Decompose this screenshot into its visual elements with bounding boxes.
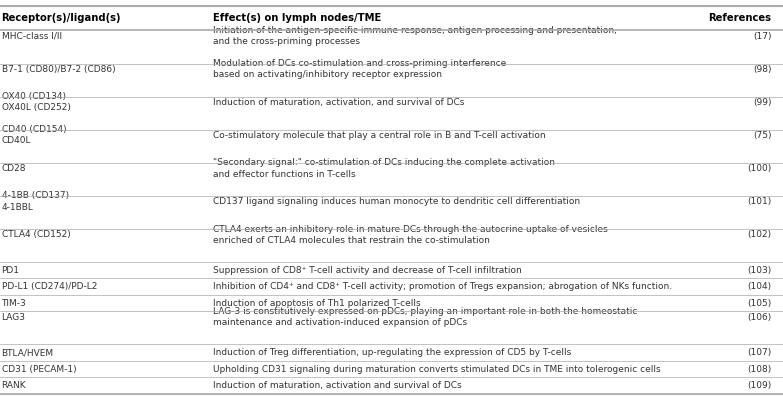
Text: Inhibition of CD4⁺ and CD8⁺ T-cell activity; promotion of Tregs expansion; abrog: Inhibition of CD4⁺ and CD8⁺ T-cell activ… bbox=[213, 282, 672, 291]
Text: B7-1 (CD80)/B7-2 (CD86): B7-1 (CD80)/B7-2 (CD86) bbox=[2, 65, 115, 74]
Text: BTLA/HVEM: BTLA/HVEM bbox=[2, 348, 54, 357]
Text: Suppression of CD8⁺ T-cell activity and decrease of T-cell infiltration: Suppression of CD8⁺ T-cell activity and … bbox=[213, 266, 521, 274]
Text: Induction of apoptosis of Th1 polarized T-cells: Induction of apoptosis of Th1 polarized … bbox=[213, 299, 420, 308]
Text: Receptor(s)/ligand(s): Receptor(s)/ligand(s) bbox=[2, 13, 121, 23]
Text: (102): (102) bbox=[747, 230, 771, 239]
Text: (98): (98) bbox=[752, 65, 771, 74]
Text: (104): (104) bbox=[747, 282, 771, 291]
Text: LAG3: LAG3 bbox=[2, 313, 26, 322]
Text: (103): (103) bbox=[747, 266, 771, 274]
Text: CD137 ligand signaling induces human monocyte to dendritic cell differentiation: CD137 ligand signaling induces human mon… bbox=[213, 197, 580, 206]
Text: (105): (105) bbox=[747, 299, 771, 308]
Text: Induction of Treg differentiation, up-regulating the expression of CD5 by T-cell: Induction of Treg differentiation, up-re… bbox=[213, 348, 572, 357]
Text: (109): (109) bbox=[747, 381, 771, 390]
Text: (75): (75) bbox=[752, 131, 771, 140]
Text: (100): (100) bbox=[747, 164, 771, 173]
Text: TIM-3: TIM-3 bbox=[2, 299, 27, 308]
Text: (106): (106) bbox=[747, 313, 771, 322]
Text: "Secondary signal:" co-stimulation of DCs inducing the complete activation
and e: "Secondary signal:" co-stimulation of DC… bbox=[213, 158, 555, 179]
Text: CD31 (PECAM-1): CD31 (PECAM-1) bbox=[2, 365, 76, 374]
Text: CTLA4 exerts an inhibitory role in mature DCs through the autocrine uptake of ve: CTLA4 exerts an inhibitory role in matur… bbox=[213, 225, 608, 245]
Text: OX40 (CD134)
OX40L (CD252): OX40 (CD134) OX40L (CD252) bbox=[2, 92, 70, 112]
Text: CTLA4 (CD152): CTLA4 (CD152) bbox=[2, 230, 70, 239]
Text: Induction of maturation, activation and survival of DCs: Induction of maturation, activation and … bbox=[213, 381, 462, 390]
Text: Induction of maturation, activation, and survival of DCs: Induction of maturation, activation, and… bbox=[213, 98, 464, 107]
Text: PD1: PD1 bbox=[2, 266, 20, 274]
Text: (107): (107) bbox=[747, 348, 771, 357]
Text: MHC-class I/II: MHC-class I/II bbox=[2, 32, 62, 41]
Text: (99): (99) bbox=[752, 98, 771, 107]
Text: Co-stimulatory molecule that play a central role in B and T-cell activation: Co-stimulatory molecule that play a cent… bbox=[213, 131, 546, 140]
Text: (101): (101) bbox=[747, 197, 771, 206]
Text: CD28: CD28 bbox=[2, 164, 26, 173]
Text: Effect(s) on lymph nodes/TME: Effect(s) on lymph nodes/TME bbox=[213, 13, 381, 23]
Text: Upholding CD31 signaling during maturation converts stimulated DCs in TME into t: Upholding CD31 signaling during maturati… bbox=[213, 365, 661, 374]
Text: (17): (17) bbox=[752, 32, 771, 41]
Text: 4-1BB (CD137)
4-1BBL: 4-1BB (CD137) 4-1BBL bbox=[2, 191, 69, 211]
Text: References: References bbox=[709, 13, 771, 23]
Text: RANK: RANK bbox=[2, 381, 26, 390]
Text: Initiation of the antigen-specific immune response, antigen processing and prese: Initiation of the antigen-specific immun… bbox=[213, 26, 617, 46]
Text: LAG-3 is constitutively expressed on pDCs, playing an important role in both the: LAG-3 is constitutively expressed on pDC… bbox=[213, 307, 637, 327]
Text: (108): (108) bbox=[747, 365, 771, 374]
Text: CD40 (CD154)
CD40L: CD40 (CD154) CD40L bbox=[2, 126, 67, 145]
Text: Modulation of DCs co-stimulation and cross-priming interference
based on activat: Modulation of DCs co-stimulation and cro… bbox=[213, 59, 507, 79]
Text: PD-L1 (CD274)/PD-L2: PD-L1 (CD274)/PD-L2 bbox=[2, 282, 97, 291]
